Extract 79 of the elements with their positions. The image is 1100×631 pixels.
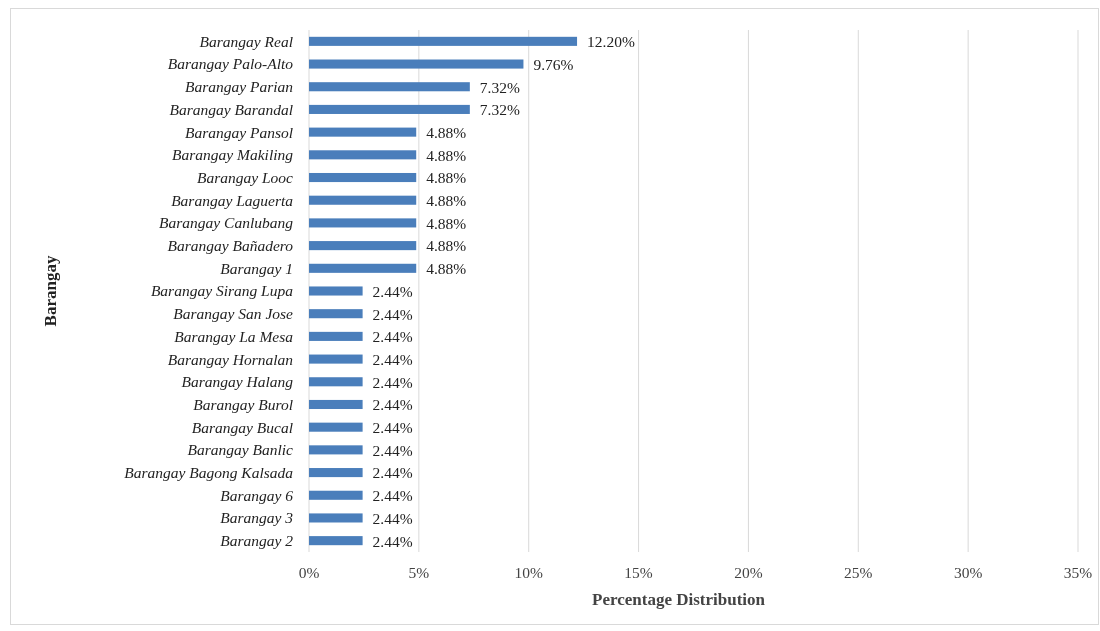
data-label: 4.88% [426,260,467,278]
y-tick-label: Barangay 6 [220,486,294,504]
bar [309,286,363,296]
y-tick-label: Barangay 2 [220,532,294,550]
data-label: 4.88% [426,124,467,142]
x-tick-label: 0% [298,564,320,581]
data-label: 2.44% [372,464,413,482]
data-label: 2.44% [372,396,413,414]
y-tick-label: Barangay Pansol [184,123,293,141]
y-tick-label: Barangay Hornalan [167,350,294,368]
data-label: 7.32% [479,78,520,96]
bar [309,195,417,205]
y-axis-title: Barangay [41,255,60,327]
data-label: 7.32% [479,101,520,119]
data-label: 2.44% [372,373,413,391]
data-label: 2.44% [372,532,413,550]
bar [309,331,363,341]
y-tick-label: Barangay Palo-Alto [167,55,294,73]
x-tick-label: 5% [408,564,430,581]
x-tick-label: 10% [514,564,543,581]
y-tick-label: Barangay Looc [196,168,294,186]
y-tick-label: Barangay Makiling [172,146,294,164]
bar [309,241,417,251]
bar [309,377,363,387]
data-label: 2.44% [372,419,413,437]
bar [309,399,363,410]
data-label: 2.44% [372,509,413,527]
y-tick-label: Barangay 3 [220,509,294,527]
y-tick-label: Barangay Burol [193,395,293,413]
x-tick-label: 25% [844,564,873,581]
bar [309,513,363,523]
bar [309,150,417,160]
x-tick-label: 30% [953,564,983,581]
y-tick-label: Barangay Bagong Kalsada [124,463,294,481]
data-label: 2.44% [372,350,413,368]
bar [309,36,578,46]
y-tick-label: Barangay Laguerta [171,191,294,209]
data-label: 12.20% [587,33,635,51]
bar [309,218,417,228]
x-tick-label: 35% [1063,564,1093,581]
bar [309,445,363,455]
y-tick-label: Barangay Halang [181,373,294,391]
data-label: 9.76% [533,55,574,73]
data-label: 4.88% [426,192,467,210]
bar [309,59,524,69]
data-label: 2.44% [372,305,413,323]
data-label: 4.88% [426,169,467,187]
y-tick-label: Barangay 1 [220,259,293,277]
bar [309,422,363,432]
y-tick-label: Barangay Parian [184,78,294,96]
y-tick-label: Barangay Banlic [187,441,294,459]
y-tick-label: Barangay Canlubang [159,214,294,232]
data-label: 2.44% [372,282,413,300]
bar [309,468,363,478]
bar [309,82,470,92]
data-label: 4.88% [426,146,467,164]
x-axis-title: Percentage Distribution [592,590,766,609]
y-tick-label: Barangay Bucal [191,418,293,436]
bar [309,490,363,500]
bar [309,127,417,137]
data-label: 2.44% [372,328,413,346]
y-tick-label: Barangay Sirang Lupa [150,282,294,300]
y-tick-label: Barangay Real [199,32,293,50]
bar [309,309,363,319]
bar [309,354,363,364]
y-tick-label: Barangay La Mesa [174,327,294,345]
x-tick-label: 20% [734,564,763,581]
data-label: 4.88% [426,214,467,232]
bar [309,263,417,273]
data-label: 2.44% [372,441,413,459]
bar [309,104,470,114]
y-tick-label: Barangay Barandal [169,100,293,118]
data-label: 4.88% [426,237,467,255]
x-tick-label: 15% [624,564,653,581]
bar [309,172,417,183]
y-tick-label: Barangay San Jose [173,305,294,323]
y-tick-label: Barangay Bañadero [167,237,294,255]
data-label: 2.44% [372,487,413,505]
bar [309,536,363,546]
